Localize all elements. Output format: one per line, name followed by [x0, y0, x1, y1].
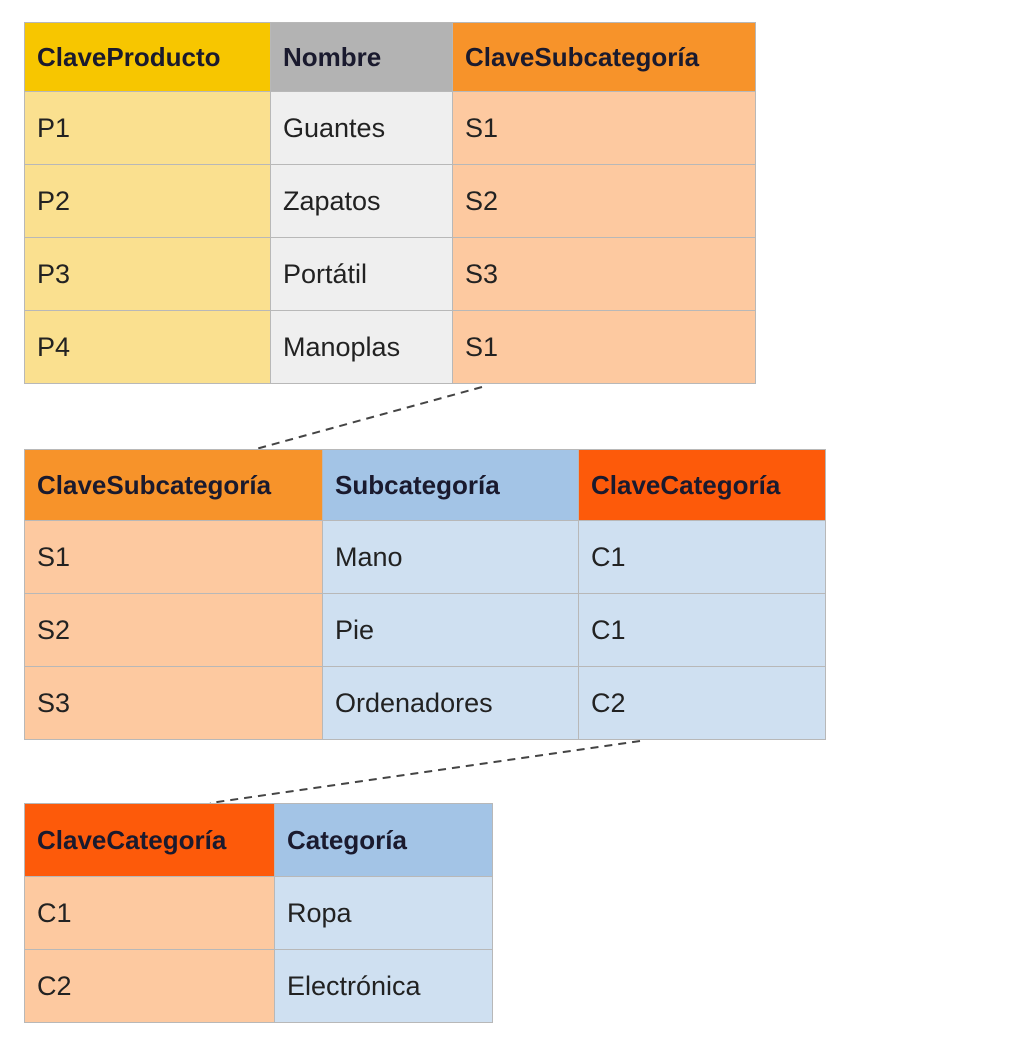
header-cell: Categoría — [274, 803, 493, 877]
header-row: ClaveCategoría Categoría — [24, 803, 493, 877]
row: P3 Portátil S3 — [24, 237, 756, 311]
cell: P4 — [24, 310, 271, 384]
cell: Zapatos — [270, 164, 453, 238]
row: P4 Manoplas S1 — [24, 310, 756, 384]
header-row: ClaveProducto Nombre ClaveSubcategoría — [24, 22, 756, 92]
cell: S1 — [452, 91, 756, 165]
row: P1 Guantes S1 — [24, 91, 756, 165]
cell: Ordenadores — [322, 666, 579, 740]
header-cell: Nombre — [270, 22, 453, 92]
row: S2 Pie C1 — [24, 593, 826, 667]
category-table: ClaveCategoría Categoría C1 Ropa C2 Electróni… — [24, 803, 493, 1023]
cell: Ropa — [274, 876, 493, 950]
product-table: ClaveProducto Nombre ClaveSubcategoría P1 Gu… — [24, 22, 756, 384]
cell: S2 — [24, 593, 323, 667]
cell: P3 — [24, 237, 271, 311]
cell: P2 — [24, 164, 271, 238]
link-line — [209, 740, 641, 804]
cell: Electrónica — [274, 949, 493, 1023]
cell: C1 — [578, 593, 826, 667]
header-row: ClaveSubcategoría Subcategoría ClaveCatego… — [24, 449, 826, 521]
header-cell: Subcategoría — [322, 449, 579, 521]
link-line — [255, 386, 483, 450]
header-cell: ClaveCategoría — [578, 449, 826, 521]
cell: S1 — [24, 520, 323, 594]
cell: Portátil — [270, 237, 453, 311]
cell: S3 — [24, 666, 323, 740]
cell: C2 — [578, 666, 826, 740]
header-cell: ClaveProducto — [24, 22, 271, 92]
subcategory-table: ClaveSubcategoría Subcategoría ClaveCatego… — [24, 449, 826, 740]
cell: C1 — [24, 876, 275, 950]
cell: Guantes — [270, 91, 453, 165]
cell: P1 — [24, 91, 271, 165]
row: S3 Ordenadores C2 — [24, 666, 826, 740]
header-cell: ClaveCategoría — [24, 803, 275, 877]
header-cell: ClaveSubcategoría — [24, 449, 323, 521]
cell: Mano — [322, 520, 579, 594]
cell: S2 — [452, 164, 756, 238]
cell: S3 — [452, 237, 756, 311]
cell: C2 — [24, 949, 275, 1023]
row: S1 Mano C1 — [24, 520, 826, 594]
row: C2 Electrónica — [24, 949, 493, 1023]
row: C1 Ropa — [24, 876, 493, 950]
cell: Manoplas — [270, 310, 453, 384]
cell: C1 — [578, 520, 826, 594]
cell: S1 — [452, 310, 756, 384]
row: P2 Zapatos S2 — [24, 164, 756, 238]
header-cell: ClaveSubcategoría — [452, 22, 756, 92]
cell: Pie — [322, 593, 579, 667]
